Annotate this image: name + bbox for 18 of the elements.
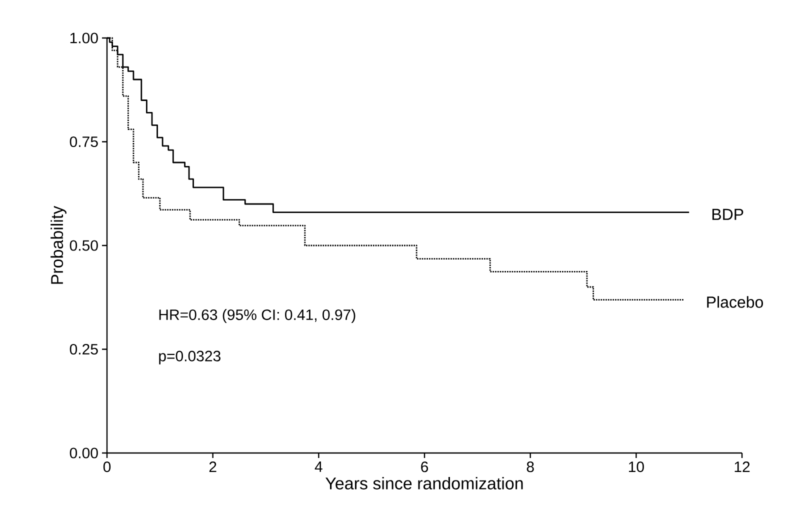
x-tick-label: 6 — [421, 462, 428, 472]
x-tick-label: 4 — [314, 462, 322, 472]
x-tick-label: 0 — [103, 462, 111, 472]
annotation: p=0.0323 — [159, 350, 220, 364]
series-label: Placebo — [707, 296, 763, 308]
y-axis-title: Probability — [50, 206, 66, 284]
x-tick-label: 12 — [734, 462, 750, 472]
annotation: HR=0.63 (95% CI: 0.41, 0.97) — [159, 309, 356, 324]
series-label: BDP — [712, 208, 744, 220]
y-tick-label: 1.00 — [70, 32, 98, 44]
x-tick-label: 10 — [628, 462, 644, 472]
x-tick-label: 2 — [209, 462, 216, 472]
y-tick-label: 0.75 — [70, 136, 98, 148]
y-tick-label: 0.25 — [70, 344, 98, 355]
y-tick-label: 0.00 — [70, 448, 98, 458]
x-tick-label: 8 — [526, 462, 534, 472]
x-axis-title: Years since randomization — [326, 476, 523, 490]
y-tick-label: 0.50 — [70, 240, 98, 251]
